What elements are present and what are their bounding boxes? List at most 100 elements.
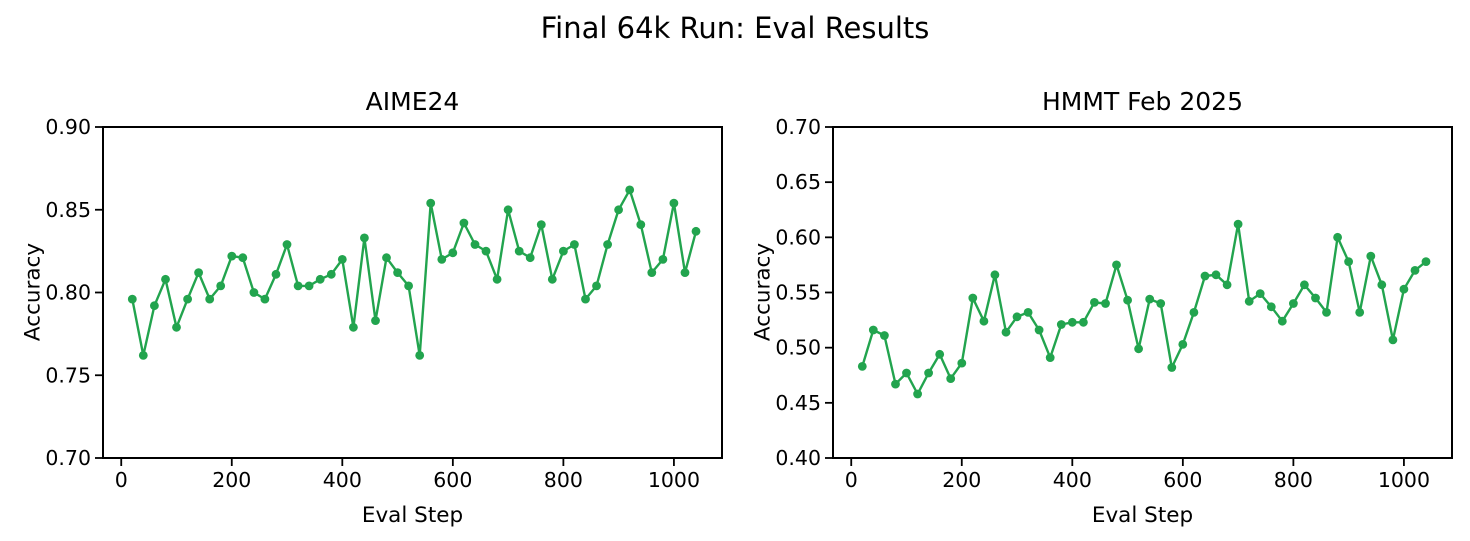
data-point [326, 269, 336, 279]
data-point [1355, 308, 1365, 317]
data-point [1045, 353, 1055, 362]
data-point [1377, 280, 1387, 290]
data-point [183, 294, 193, 304]
data-point [979, 316, 989, 326]
data-point [1289, 299, 1298, 308]
data-point [216, 281, 226, 291]
data-point [1233, 219, 1243, 229]
data-point [990, 270, 1000, 280]
data-point [647, 268, 657, 277]
data-point [382, 253, 391, 263]
data-point [1034, 325, 1044, 335]
data-point [360, 233, 369, 243]
data-point [437, 255, 447, 264]
x-tick-label: 600 [433, 468, 472, 492]
x-tick-label: 800 [544, 468, 583, 492]
x-tick-label: 0 [845, 468, 858, 492]
data-point [1211, 270, 1221, 280]
data-point [1090, 298, 1099, 307]
data-point [559, 246, 568, 256]
data-point [1421, 257, 1431, 266]
data-point [946, 374, 956, 383]
data-point [1023, 308, 1033, 317]
data-point [924, 368, 933, 378]
data-point [1322, 308, 1331, 317]
data-point [625, 185, 635, 195]
data-point [1410, 266, 1420, 275]
x-tick-label: 600 [1163, 468, 1202, 492]
y-tick-label: 0.40 [775, 446, 821, 470]
data-point [138, 351, 148, 360]
data-point [592, 281, 601, 291]
x-tick-label: 1000 [648, 468, 700, 492]
data-point [891, 379, 900, 389]
data-point [913, 389, 922, 399]
subplot-title-aime24: AIME24 [365, 87, 460, 116]
data-point [680, 268, 690, 277]
data-point [1277, 316, 1287, 326]
data-point [536, 220, 546, 230]
data-point [636, 220, 646, 230]
data-point [1101, 299, 1110, 308]
data-point [481, 246, 491, 256]
data-point [1344, 257, 1353, 266]
data-point [1200, 271, 1210, 281]
x-tick-label: 400 [1053, 468, 1092, 492]
data-point [1156, 299, 1166, 308]
x-tick-label: 800 [1274, 468, 1313, 492]
data-point [880, 331, 889, 340]
data-point [337, 255, 347, 264]
data-point [349, 322, 358, 332]
axes-frame [832, 126, 1453, 459]
data-point [1366, 251, 1376, 261]
data-point [503, 205, 513, 215]
data-point [393, 268, 402, 277]
data-point [902, 368, 911, 378]
data-point [127, 294, 137, 304]
data-point [957, 358, 967, 368]
data-point [271, 269, 281, 279]
data-point [1388, 335, 1398, 345]
data-point [371, 316, 380, 325]
data-point [614, 205, 623, 215]
data-point [470, 240, 480, 249]
x-tick-label: 200 [212, 468, 251, 492]
data-point [1300, 280, 1309, 290]
data-point [282, 240, 292, 249]
data-point [227, 251, 237, 261]
y-tick-label: 0.85 [45, 198, 91, 222]
data-point [1244, 296, 1254, 306]
data-point [1012, 312, 1022, 322]
y-tick-label: 0.45 [775, 391, 821, 415]
data-point [1123, 295, 1132, 305]
x-tick-label: 1000 [1378, 468, 1430, 492]
data-point [968, 293, 978, 303]
data-point [570, 240, 579, 249]
x-tick-label: 400 [323, 468, 362, 492]
y-axis-label-right: Accuracy [750, 242, 776, 342]
y-tick-label: 0.75 [45, 363, 91, 387]
subplot-title-hmmt: HMMT Feb 2025 [1042, 87, 1243, 116]
data-point [525, 253, 535, 263]
data-point [448, 248, 458, 258]
data-point [691, 226, 701, 236]
x-tick-label: 200 [942, 468, 981, 492]
data-point [1178, 340, 1188, 349]
data-point [426, 198, 436, 208]
y-tick-label: 0.55 [775, 281, 821, 305]
y-tick-label: 0.80 [45, 281, 91, 305]
axes-frame [102, 126, 723, 459]
y-tick-label: 0.50 [775, 336, 821, 360]
data-point [1112, 260, 1121, 270]
data-point [205, 294, 215, 304]
data-point [1311, 293, 1320, 303]
data-point [868, 325, 878, 335]
data-point [238, 253, 248, 263]
data-point [194, 268, 204, 277]
data-point [603, 240, 612, 249]
series-line [131, 188, 698, 357]
data-point [1399, 284, 1409, 294]
data-point [658, 255, 668, 264]
y-tick-label: 0.60 [775, 225, 821, 249]
